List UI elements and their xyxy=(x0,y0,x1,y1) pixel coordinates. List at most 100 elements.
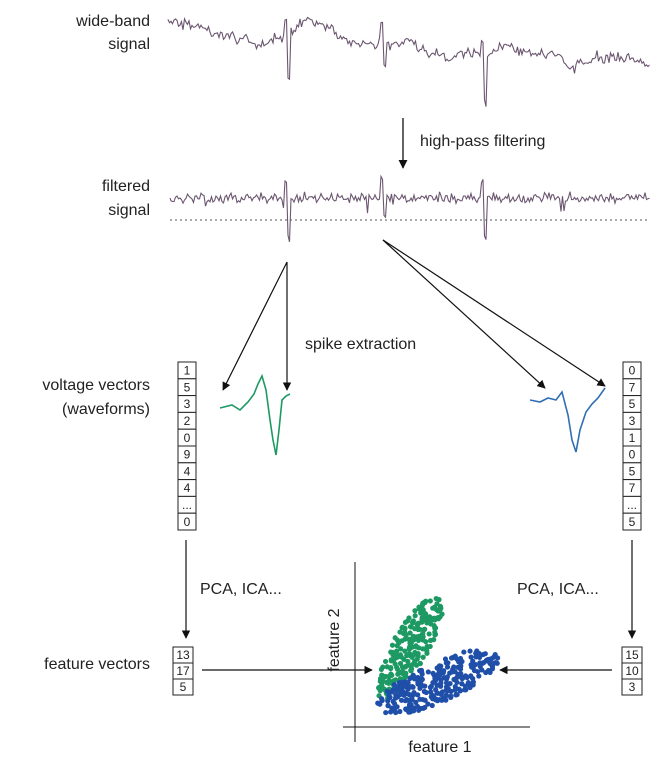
dot xyxy=(376,684,382,690)
dot xyxy=(412,613,418,619)
dot xyxy=(408,624,414,630)
dot xyxy=(489,663,495,669)
dot xyxy=(398,697,405,703)
dot xyxy=(388,658,394,664)
dot xyxy=(414,703,421,710)
label: high-pass filtering xyxy=(420,133,545,150)
dot xyxy=(433,607,440,613)
dot xyxy=(424,645,430,651)
dot xyxy=(424,650,430,656)
dot xyxy=(438,605,444,611)
dot xyxy=(396,640,402,646)
dot xyxy=(429,702,435,709)
green-waveform xyxy=(219,373,291,456)
label: PCA, ICA... xyxy=(200,581,282,598)
dot xyxy=(467,648,473,654)
label: feature vectors xyxy=(44,656,150,673)
dot xyxy=(419,676,425,682)
dot xyxy=(416,645,422,651)
cell-text: 5 xyxy=(629,515,636,529)
dot xyxy=(396,679,403,686)
cell-text: 0 xyxy=(629,364,636,378)
dot xyxy=(449,668,455,675)
dot xyxy=(388,671,394,677)
cell-text: 3 xyxy=(629,414,636,428)
cell-text: 5 xyxy=(629,464,636,478)
dot xyxy=(389,705,395,711)
dot xyxy=(427,684,434,690)
dot xyxy=(432,675,438,682)
dot xyxy=(377,701,383,707)
dot xyxy=(395,671,401,677)
dot xyxy=(434,682,440,688)
dot xyxy=(422,697,428,703)
scatter xyxy=(375,595,501,716)
dot xyxy=(416,604,422,610)
dot xyxy=(412,608,418,614)
dot xyxy=(393,709,399,716)
dot xyxy=(398,646,404,652)
dot xyxy=(493,659,499,666)
dot xyxy=(406,646,412,652)
dot xyxy=(444,674,450,680)
dot xyxy=(383,709,389,716)
label: wide-band xyxy=(75,13,150,30)
cell-text: ... xyxy=(627,498,637,512)
cell-text: ... xyxy=(182,498,192,512)
dot xyxy=(402,629,408,635)
dot xyxy=(441,668,447,674)
cell-text: 15 xyxy=(625,648,639,662)
dot xyxy=(399,625,405,631)
dot xyxy=(436,668,442,674)
dot xyxy=(408,684,414,690)
dot xyxy=(378,666,384,672)
dot xyxy=(404,652,410,659)
dot xyxy=(451,664,457,670)
dot xyxy=(408,667,414,674)
dot xyxy=(402,698,408,704)
cell-text: 0 xyxy=(629,448,636,462)
cell-text: 0 xyxy=(184,515,191,529)
dot xyxy=(383,673,389,680)
dot xyxy=(418,634,424,640)
dot xyxy=(452,687,458,693)
label: spike extraction xyxy=(305,336,416,353)
dot xyxy=(411,691,417,697)
dot xyxy=(479,660,486,666)
dot xyxy=(391,700,398,707)
dot xyxy=(405,662,412,668)
dot xyxy=(422,611,428,617)
dot xyxy=(405,618,411,624)
dot xyxy=(403,670,409,676)
cell-text: 1 xyxy=(629,431,636,445)
dot xyxy=(384,688,390,694)
cell-text: 13 xyxy=(176,648,190,662)
dot xyxy=(398,684,404,690)
blue-waveform xyxy=(529,387,606,453)
dot xyxy=(379,696,385,702)
dot xyxy=(470,679,477,685)
cell-text: 4 xyxy=(184,464,191,478)
cell-text: 3 xyxy=(184,397,191,411)
cell-text: 10 xyxy=(625,664,639,678)
dot xyxy=(392,677,399,683)
cell-text: 5 xyxy=(629,397,636,411)
dot xyxy=(413,699,419,705)
label: (waveforms) xyxy=(62,401,150,418)
dot xyxy=(405,658,411,664)
dot xyxy=(456,686,462,692)
dot xyxy=(407,675,413,682)
dot xyxy=(387,709,394,715)
dot xyxy=(412,635,418,641)
cell-text: 5 xyxy=(180,680,187,694)
dot xyxy=(398,688,405,695)
dot xyxy=(397,708,403,715)
dot xyxy=(490,654,497,660)
cell-text: 2 xyxy=(184,414,191,428)
vector-cell xyxy=(621,678,643,696)
cell-text: 7 xyxy=(629,380,636,394)
dot xyxy=(430,670,436,676)
dot xyxy=(431,637,437,643)
dot xyxy=(402,683,408,689)
